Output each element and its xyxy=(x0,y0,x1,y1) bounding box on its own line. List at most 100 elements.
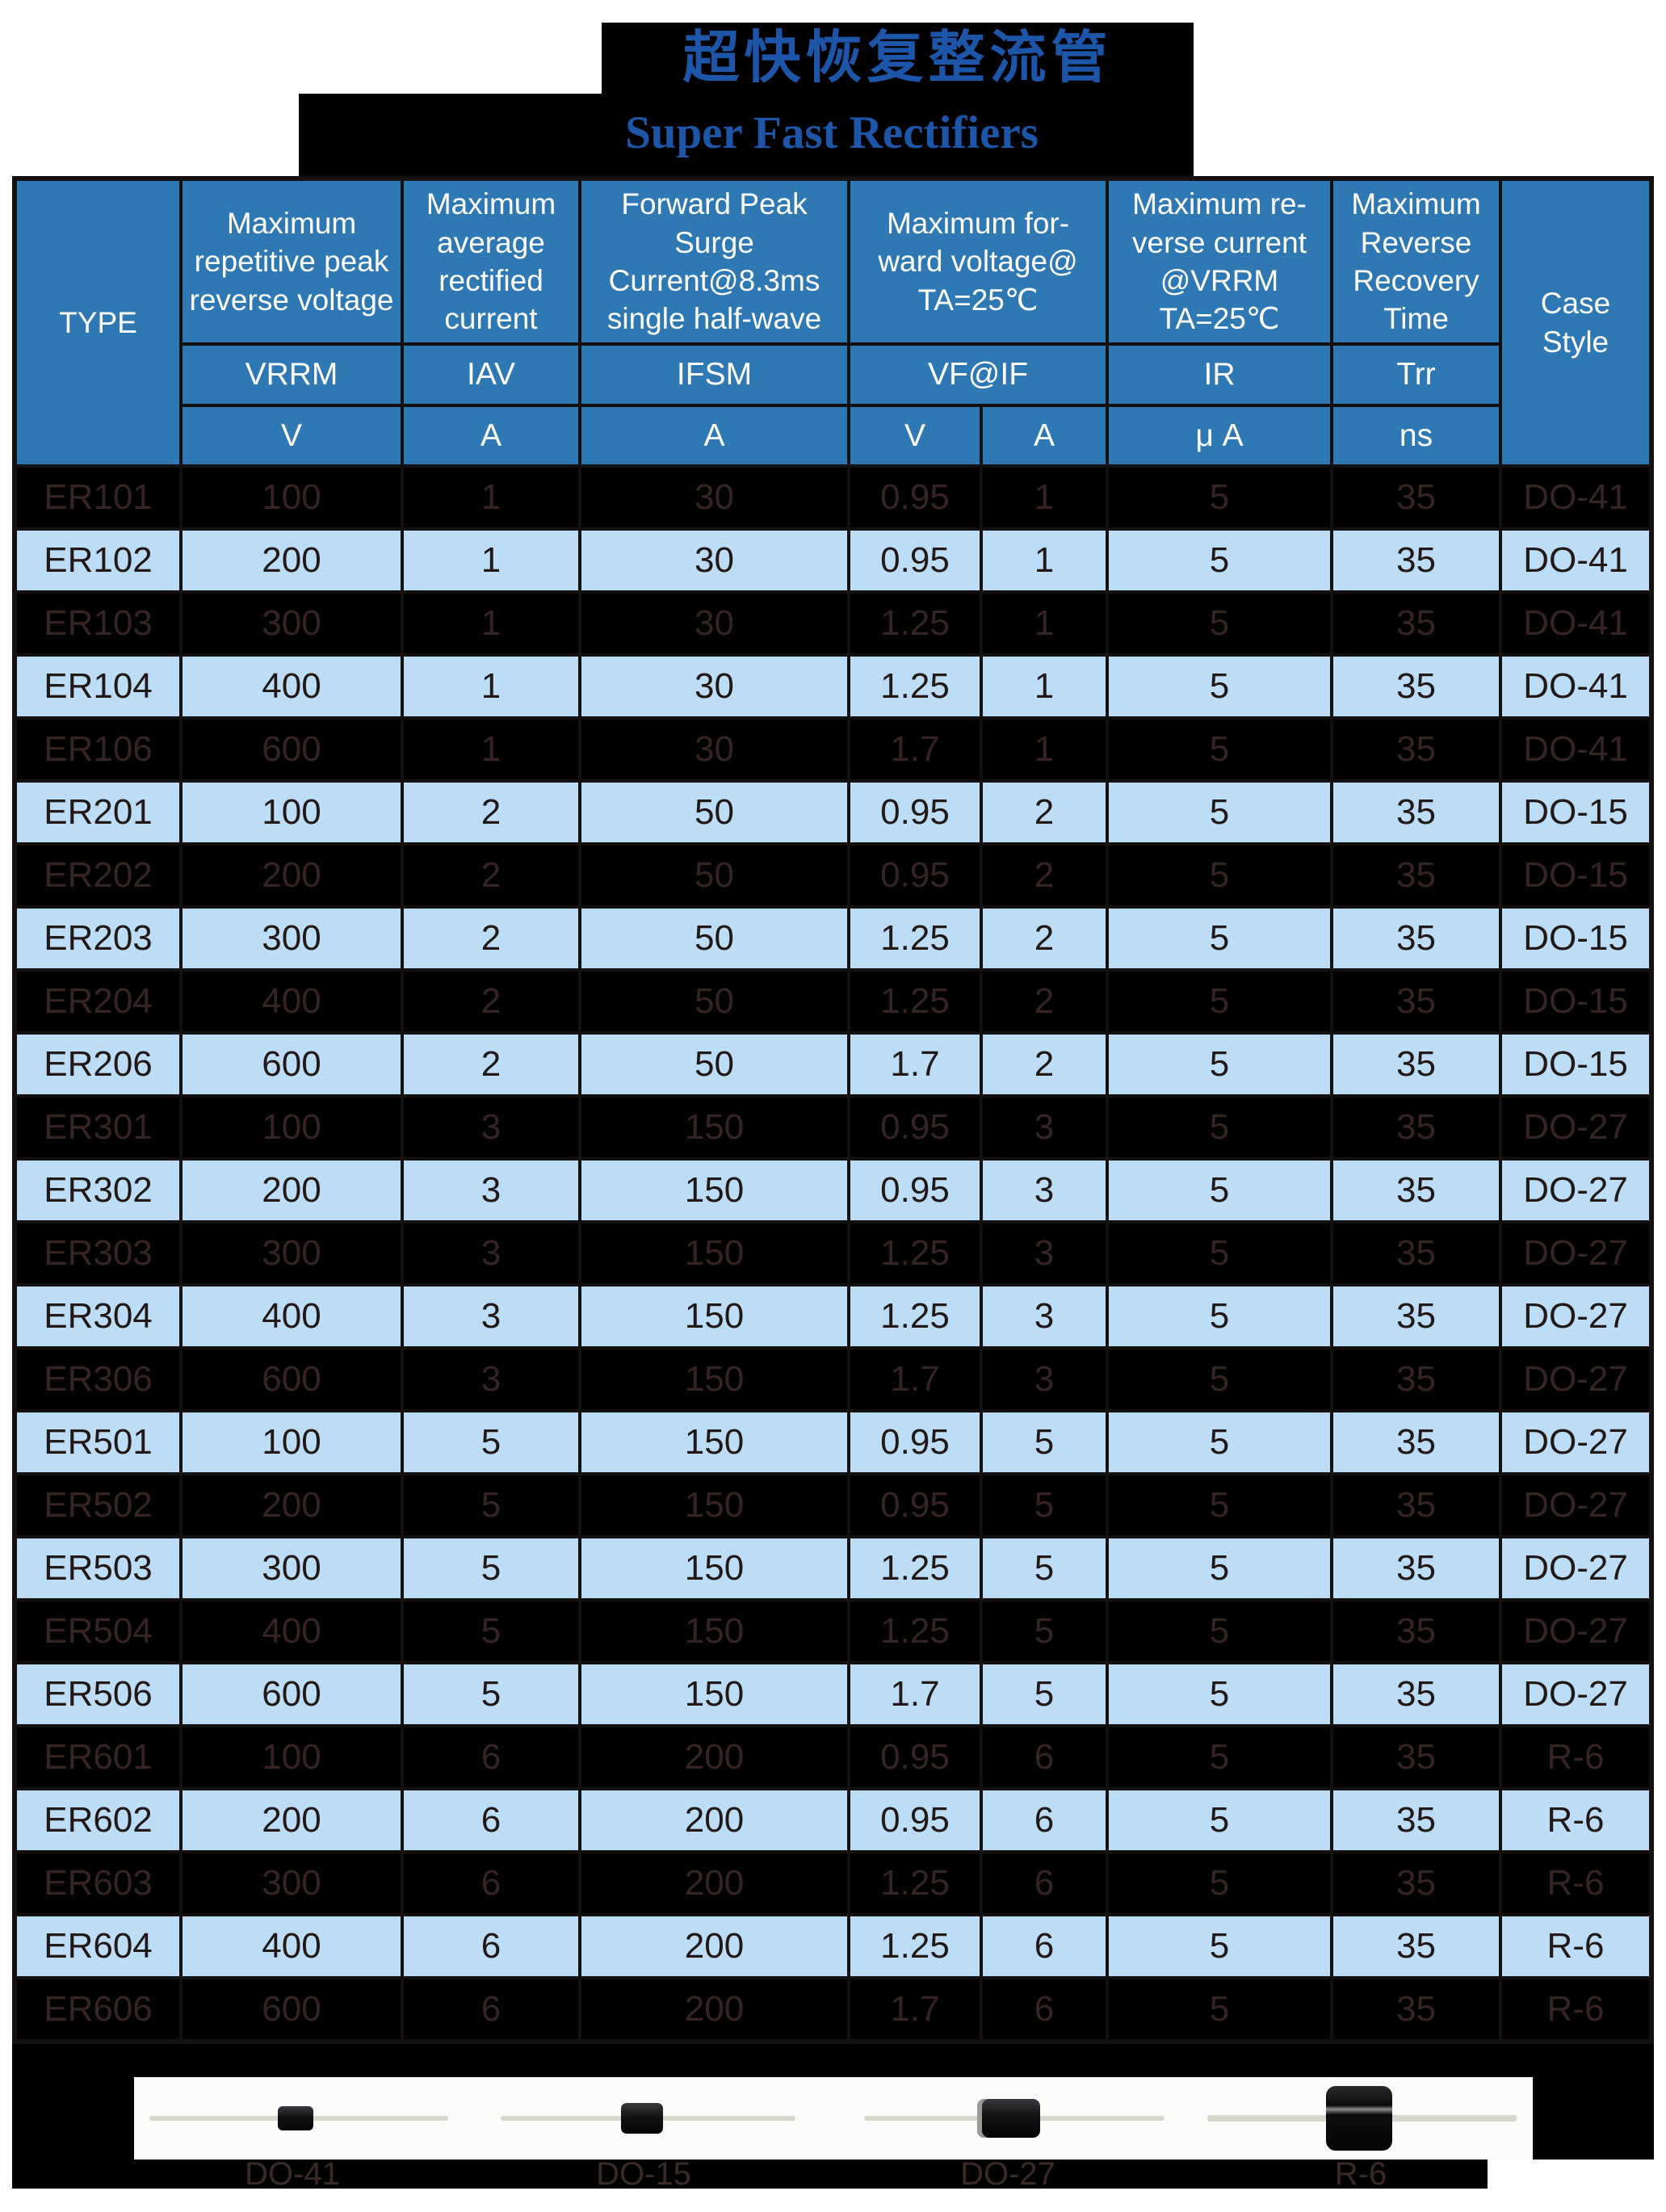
cell-trr: 35 xyxy=(1333,1161,1499,1220)
cell-ifsm: 150 xyxy=(581,1475,847,1535)
cell-vf: 1.25 xyxy=(850,972,980,1031)
cell-type: ER603 xyxy=(17,1853,179,1913)
cell-if: 6 xyxy=(983,1916,1106,1976)
package-label-do41: DO-41 xyxy=(245,2156,340,2192)
column-header-ir-title: Maximum re-verse current @VRRM TA=25℃ xyxy=(1109,181,1330,342)
cell-if: 5 xyxy=(983,1538,1106,1598)
spec-table: TYPE Maximum repetitive peak reverse vol… xyxy=(12,176,1654,2044)
cell-ir: 5 xyxy=(1109,1979,1330,2039)
symbol-iav: IAV xyxy=(404,346,578,404)
package-label-band xyxy=(12,2160,1488,2189)
symbol-vrrm: VRRM xyxy=(183,346,401,404)
cell-type: ER101 xyxy=(17,468,179,527)
cell-vrrm: 200 xyxy=(183,531,401,590)
cell-trr: 35 xyxy=(1333,1098,1499,1157)
cell-trr: 35 xyxy=(1333,1727,1499,1787)
cell-ifsm: 30 xyxy=(581,594,847,653)
cell-type: ER606 xyxy=(17,1979,179,2039)
cell-vrrm: 400 xyxy=(183,1601,401,1661)
cell-ir: 5 xyxy=(1109,1035,1330,1094)
cell-iav: 1 xyxy=(404,720,578,779)
cell-vrrm: 400 xyxy=(183,657,401,716)
cell-ir: 5 xyxy=(1109,846,1330,905)
cell-if: 2 xyxy=(983,783,1106,842)
cell-iav: 2 xyxy=(404,783,578,842)
cell-ifsm: 150 xyxy=(581,1664,847,1724)
cell-vrrm: 600 xyxy=(183,1035,401,1094)
cell-if: 2 xyxy=(983,846,1106,905)
cell-vf: 0.95 xyxy=(850,1098,980,1157)
cell-case: R-6 xyxy=(1502,1727,1649,1787)
cell-vf: 0.95 xyxy=(850,783,980,842)
do41-diode-body-image xyxy=(278,2106,313,2130)
cell-trr: 35 xyxy=(1333,1224,1499,1283)
cell-trr: 35 xyxy=(1333,1412,1499,1472)
cell-if: 5 xyxy=(983,1664,1106,1724)
cell-ifsm: 150 xyxy=(581,1161,847,1220)
cell-if: 3 xyxy=(983,1349,1106,1409)
cell-ifsm: 200 xyxy=(581,1853,847,1913)
cell-type: ER601 xyxy=(17,1727,179,1787)
cell-ir: 5 xyxy=(1109,783,1330,842)
cell-iav: 6 xyxy=(404,1979,578,2039)
cell-type: ER502 xyxy=(17,1475,179,1535)
cell-ifsm: 50 xyxy=(581,1035,847,1094)
cell-trr: 35 xyxy=(1333,1664,1499,1724)
unit-vrrm: V xyxy=(183,407,401,464)
cell-type: ER306 xyxy=(17,1349,179,1409)
cell-type: ER301 xyxy=(17,1098,179,1157)
cell-type: ER303 xyxy=(17,1224,179,1283)
cell-ifsm: 200 xyxy=(581,1790,847,1850)
cell-ifsm: 50 xyxy=(581,972,847,1031)
cell-case: R-6 xyxy=(1502,1853,1649,1913)
package-label-r6: R-6 xyxy=(1334,2156,1387,2192)
cell-vrrm: 100 xyxy=(183,783,401,842)
cell-type: ER604 xyxy=(17,1916,179,1976)
cell-type: ER206 xyxy=(17,1035,179,1094)
cell-ifsm: 150 xyxy=(581,1349,847,1409)
cell-vf: 1.25 xyxy=(850,909,980,968)
cell-ifsm: 50 xyxy=(581,783,847,842)
cell-iav: 5 xyxy=(404,1475,578,1535)
cell-if: 2 xyxy=(983,909,1106,968)
cell-vrrm: 300 xyxy=(183,594,401,653)
cell-iav: 5 xyxy=(404,1538,578,1598)
cell-ir: 5 xyxy=(1109,909,1330,968)
cell-iav: 2 xyxy=(404,1035,578,1094)
cell-trr: 35 xyxy=(1333,720,1499,779)
cell-ifsm: 150 xyxy=(581,1286,847,1346)
cell-type: ER302 xyxy=(17,1161,179,1220)
cell-if: 3 xyxy=(983,1224,1106,1283)
cell-ir: 5 xyxy=(1109,1224,1330,1283)
cell-case: DO-27 xyxy=(1502,1475,1649,1535)
cell-if: 1 xyxy=(983,657,1106,716)
cell-trr: 35 xyxy=(1333,1916,1499,1976)
cell-vrrm: 200 xyxy=(183,1161,401,1220)
cell-iav: 1 xyxy=(404,594,578,653)
cell-case: DO-27 xyxy=(1502,1161,1649,1220)
column-header-vf-title: Maximum for-ward voltage@ TA=25℃ xyxy=(850,181,1106,342)
symbol-ir: IR xyxy=(1109,346,1330,404)
cell-iav: 3 xyxy=(404,1098,578,1157)
cell-ir: 5 xyxy=(1109,531,1330,590)
cell-trr: 35 xyxy=(1333,846,1499,905)
cell-vrrm: 400 xyxy=(183,972,401,1031)
cell-if: 6 xyxy=(983,1979,1106,2039)
cell-type: ER602 xyxy=(17,1790,179,1850)
symbol-trr: Trr xyxy=(1333,346,1499,404)
cell-ir: 5 xyxy=(1109,720,1330,779)
cell-vrrm: 200 xyxy=(183,1475,401,1535)
cell-trr: 35 xyxy=(1333,1979,1499,2039)
cell-vrrm: 200 xyxy=(183,1790,401,1850)
cell-case: DO-15 xyxy=(1502,1035,1649,1094)
cell-type: ER102 xyxy=(17,531,179,590)
cell-vrrm: 200 xyxy=(183,846,401,905)
cell-case: DO-27 xyxy=(1502,1538,1649,1598)
cell-type: ER501 xyxy=(17,1412,179,1472)
cell-vf: 1.25 xyxy=(850,594,980,653)
cell-case: DO-41 xyxy=(1502,720,1649,779)
cell-vrrm: 100 xyxy=(183,1098,401,1157)
title-banner-bottom xyxy=(299,94,1194,176)
cell-case: DO-27 xyxy=(1502,1664,1649,1724)
